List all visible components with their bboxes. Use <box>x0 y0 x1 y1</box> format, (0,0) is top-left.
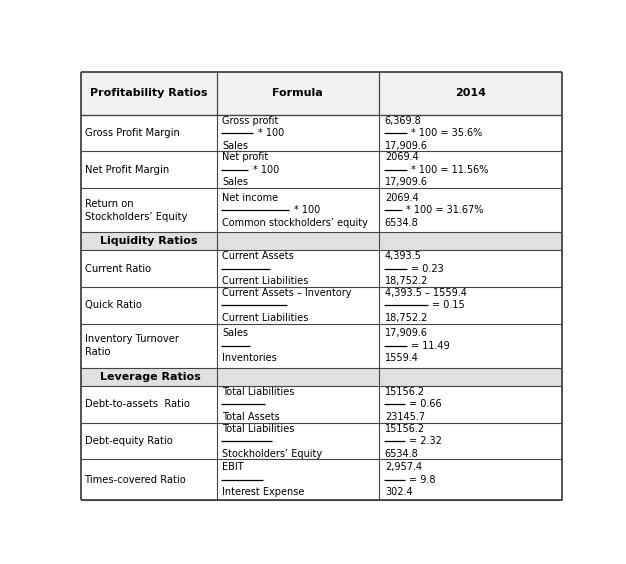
Text: 23145.7: 23145.7 <box>385 412 425 422</box>
Text: Total Liabilities: Total Liabilities <box>222 387 295 397</box>
Text: = 0.15: = 0.15 <box>432 301 465 310</box>
Text: 17,909.6: 17,909.6 <box>385 328 428 338</box>
Text: Net profit: Net profit <box>222 152 269 162</box>
Text: EBIT: EBIT <box>222 462 244 472</box>
Text: 18,752.2: 18,752.2 <box>385 276 428 286</box>
Text: 2,957.4: 2,957.4 <box>385 462 422 472</box>
Text: Total Assets: Total Assets <box>222 412 280 422</box>
Text: * 100 = 11.56%: * 100 = 11.56% <box>411 165 488 175</box>
Text: 4,393.5: 4,393.5 <box>385 252 422 261</box>
Text: Sales: Sales <box>222 328 249 338</box>
Bar <box>81 368 562 386</box>
Text: Return on
Stockholders’ Equity: Return on Stockholders’ Equity <box>85 199 187 222</box>
Text: * 100: * 100 <box>253 165 279 175</box>
Text: 6,369.8: 6,369.8 <box>385 116 422 126</box>
Text: Liquidity Ratios: Liquidity Ratios <box>100 236 198 246</box>
Text: = 11.49: = 11.49 <box>411 341 450 351</box>
Text: 15156.2: 15156.2 <box>385 424 425 434</box>
Text: Current Assets: Current Assets <box>222 252 294 261</box>
Text: Times-covered Ratio: Times-covered Ratio <box>85 475 187 484</box>
Text: = 0.23: = 0.23 <box>411 264 444 274</box>
Text: Gross profit: Gross profit <box>222 116 279 126</box>
Text: Stockholders’ Equity: Stockholders’ Equity <box>222 448 322 459</box>
Text: Net income: Net income <box>222 193 279 202</box>
Text: Leverage Ratios: Leverage Ratios <box>100 372 201 382</box>
Text: 6534.8: 6534.8 <box>385 448 419 459</box>
Text: * 100: * 100 <box>258 128 284 138</box>
Text: 302.4: 302.4 <box>385 487 413 497</box>
Text: 2069.4: 2069.4 <box>385 152 419 162</box>
Text: 2069.4: 2069.4 <box>385 193 419 202</box>
Text: Debt-equity Ratio: Debt-equity Ratio <box>85 436 172 446</box>
Text: Current Liabilities: Current Liabilities <box>222 276 309 286</box>
Text: 17,909.6: 17,909.6 <box>385 177 428 187</box>
Text: Current Ratio: Current Ratio <box>85 264 151 274</box>
Text: Common stockholders’ equity: Common stockholders’ equity <box>222 218 368 227</box>
Text: 17,909.6: 17,909.6 <box>385 140 428 151</box>
Text: 1559.4: 1559.4 <box>385 353 419 363</box>
Text: Sales: Sales <box>222 140 249 151</box>
Text: Quick Ratio: Quick Ratio <box>85 301 141 310</box>
Text: Total Liabilities: Total Liabilities <box>222 424 295 434</box>
Text: Current Assets – Inventory: Current Assets – Inventory <box>222 288 352 298</box>
Text: Inventory Turnover
Ratio: Inventory Turnover Ratio <box>85 334 178 358</box>
Text: Inventories: Inventories <box>222 353 277 363</box>
Text: Gross Profit Margin: Gross Profit Margin <box>85 128 180 138</box>
Text: 15156.2: 15156.2 <box>385 387 425 397</box>
Text: Current Liabilities: Current Liabilities <box>222 313 309 323</box>
Text: Debt-to-assets  Ratio: Debt-to-assets Ratio <box>85 399 190 409</box>
Text: Sales: Sales <box>222 177 249 187</box>
Text: 6534.8: 6534.8 <box>385 218 419 227</box>
Text: Formula: Formula <box>272 89 323 98</box>
Text: = 2.32: = 2.32 <box>409 436 441 446</box>
Text: * 100 = 35.6%: * 100 = 35.6% <box>411 128 483 138</box>
Text: * 100: * 100 <box>294 205 321 215</box>
Bar <box>81 72 562 115</box>
Bar <box>81 232 562 250</box>
Text: 4,393.5 – 1559.4: 4,393.5 – 1559.4 <box>385 288 467 298</box>
Text: = 0.66: = 0.66 <box>409 399 441 409</box>
Text: Net Profit Margin: Net Profit Margin <box>85 165 169 175</box>
Text: Profitability Ratios: Profitability Ratios <box>90 89 207 98</box>
Text: = 9.8: = 9.8 <box>409 475 435 484</box>
Text: 18,752.2: 18,752.2 <box>385 313 428 323</box>
Text: Interest Expense: Interest Expense <box>222 487 305 497</box>
Text: 2014: 2014 <box>455 89 486 98</box>
Text: * 100 = 31.67%: * 100 = 31.67% <box>406 205 483 215</box>
